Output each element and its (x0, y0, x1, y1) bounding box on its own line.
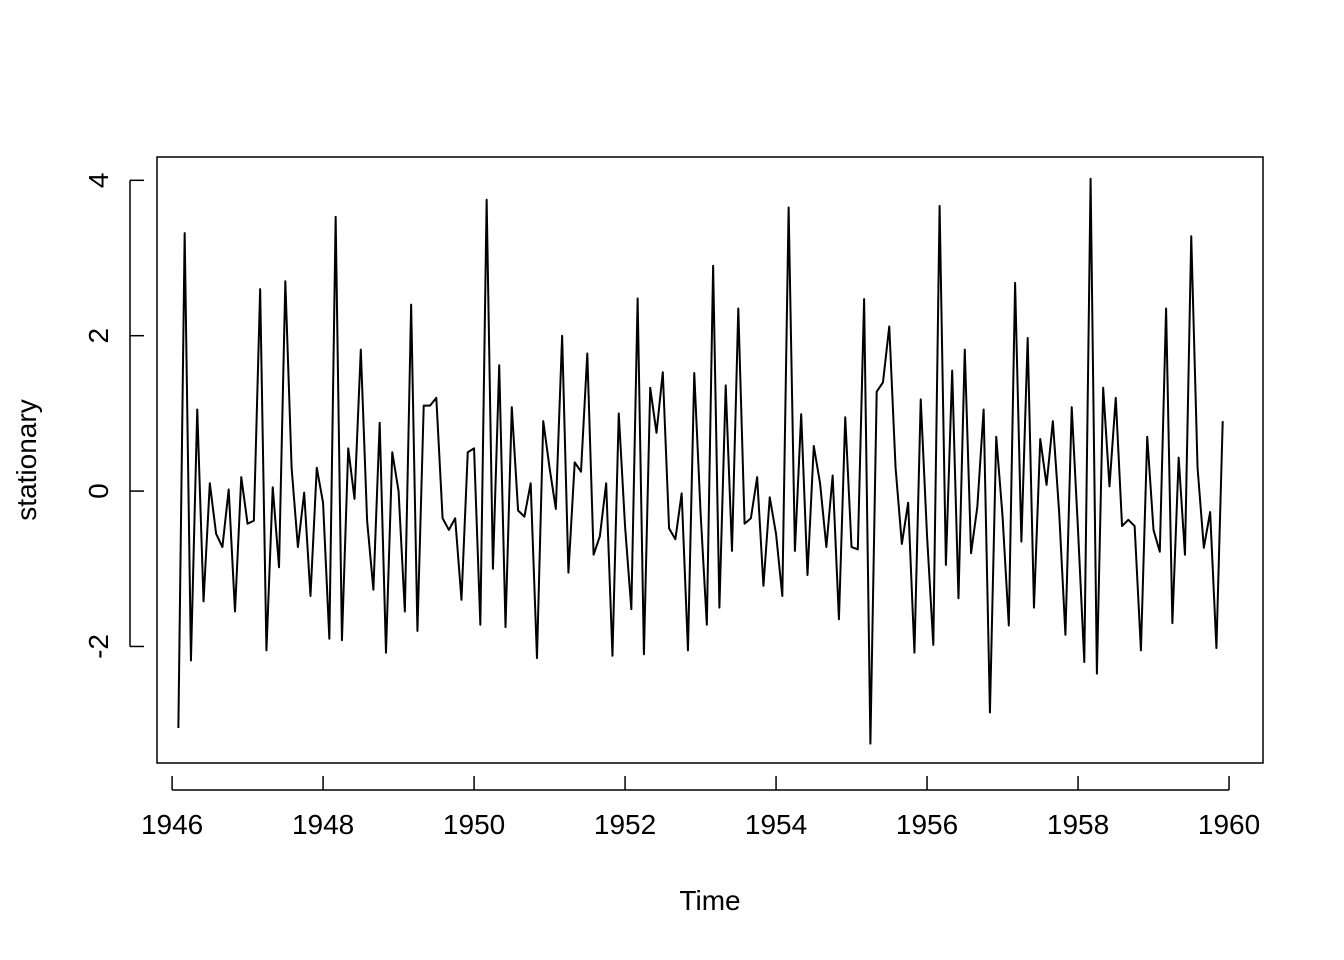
x-tick-label: 1956 (896, 809, 958, 840)
plot-frame (156, 156, 1264, 764)
y-tick-label: 0 (83, 483, 114, 499)
x-tick-label: 1948 (292, 809, 354, 840)
y-tick-label: -2 (83, 634, 114, 659)
x-tick-label: 1958 (1047, 809, 1109, 840)
x-axis: 1946 1948 1950 1952 1954 1956 1958 1960 (141, 776, 1260, 840)
x-tick-label: 1946 (141, 809, 203, 840)
x-tick-label: 1952 (594, 809, 656, 840)
y-axis: -2 0 2 4 (83, 173, 144, 659)
x-axis-label: Time (679, 885, 740, 916)
x-tick-label: 1960 (1198, 809, 1260, 840)
series-line (177, 177, 1224, 745)
y-axis-label: stationary (11, 399, 42, 520)
x-tick-label: 1950 (443, 809, 505, 840)
y-tick-label: 2 (83, 328, 114, 344)
x-tick-label: 1954 (745, 809, 807, 840)
y-tick-label: 4 (83, 173, 114, 189)
